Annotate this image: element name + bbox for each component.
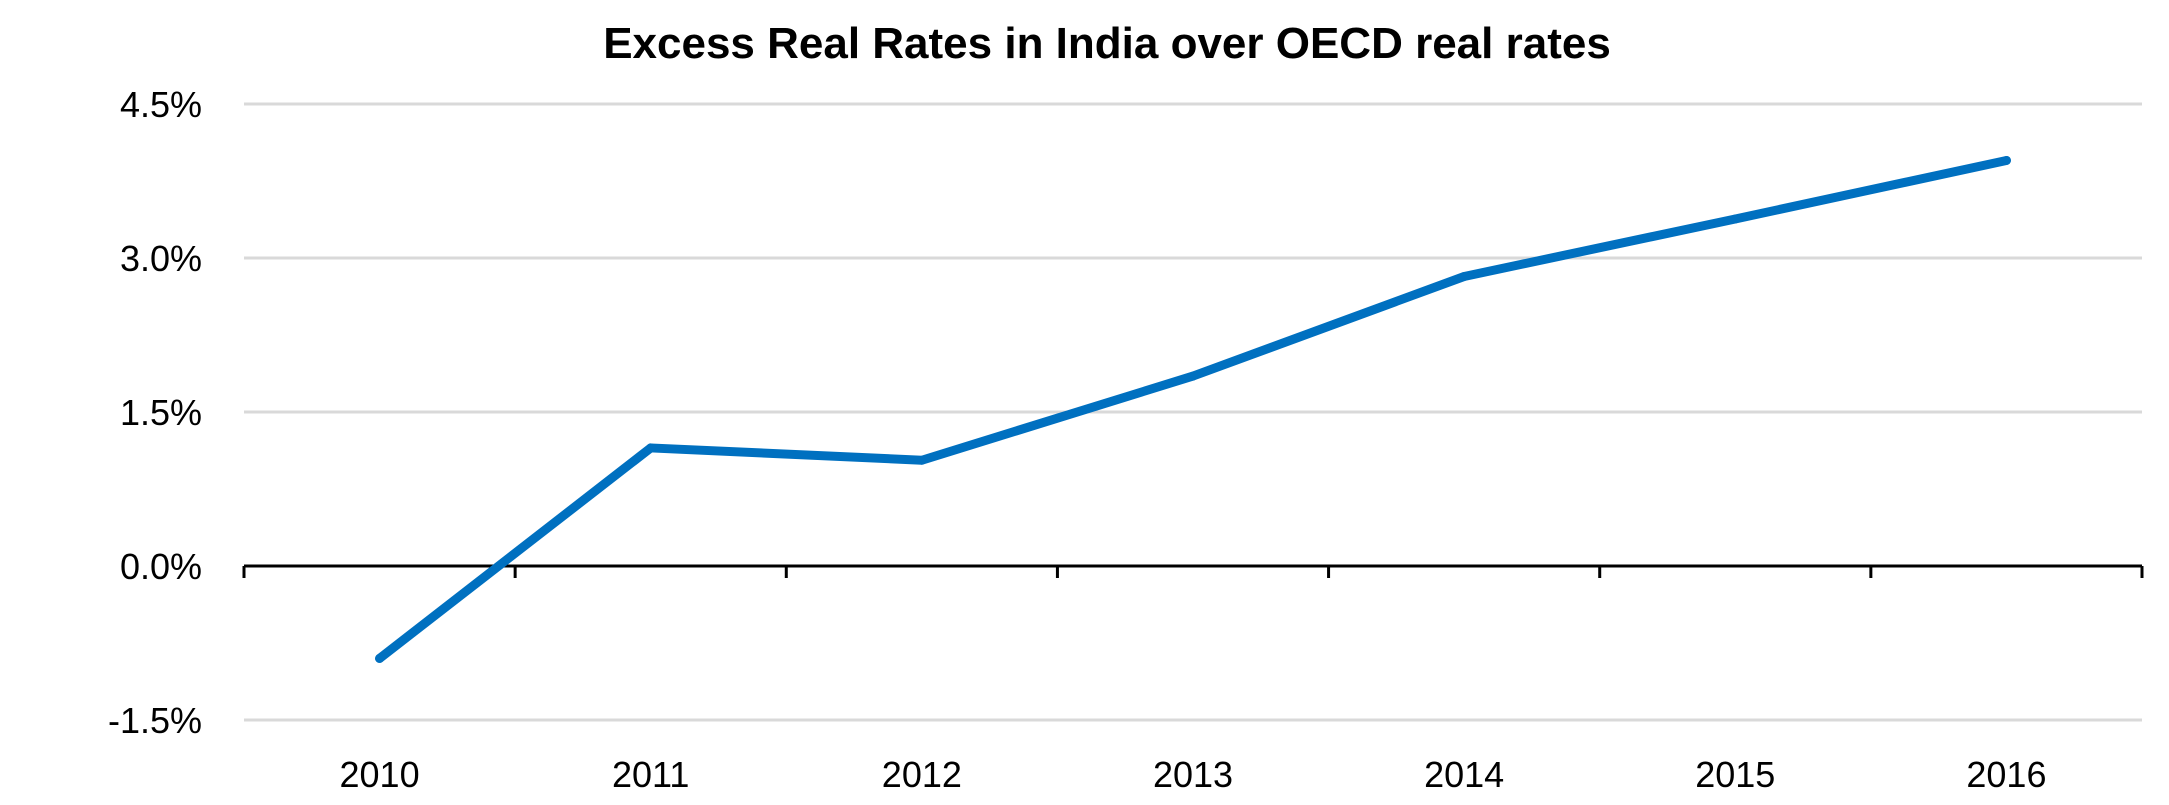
x-tick-label: 2015 [1695,754,1775,795]
y-tick-label: 4.5% [120,84,202,125]
y-tick-label: 3.0% [120,238,202,279]
chart-title: Excess Real Rates in India over OECD rea… [603,19,1611,68]
y-tick-label: 0.0% [120,546,202,587]
y-tick-label: -1.5% [108,700,202,741]
x-tick-label: 2016 [1966,754,2046,795]
data-point [375,653,385,663]
data-point [2001,155,2011,165]
data-point [1459,271,1469,281]
series-layer [375,155,2011,663]
x-tick-label: 2012 [882,754,962,795]
data-point [1730,214,1740,224]
y-tick-label: 1.5% [120,392,202,433]
x-tick-label: 2014 [1424,754,1504,795]
series-line [375,155,2011,663]
gridlines [244,102,2142,722]
x-tick-label: 2010 [340,754,420,795]
data-point [1188,371,1198,381]
x-axis [242,564,2144,578]
x-tick-label: 2013 [1153,754,1233,795]
x-tick-label: 2011 [612,754,689,795]
x-axis-tick-labels: 2010 2011 2012 2013 2014 2015 2016 [340,754,2047,795]
y-axis-tick-labels: -1.5% 0.0% 1.5% 3.0% 4.5% [108,84,202,741]
data-point [917,455,927,465]
data-point [646,443,656,453]
